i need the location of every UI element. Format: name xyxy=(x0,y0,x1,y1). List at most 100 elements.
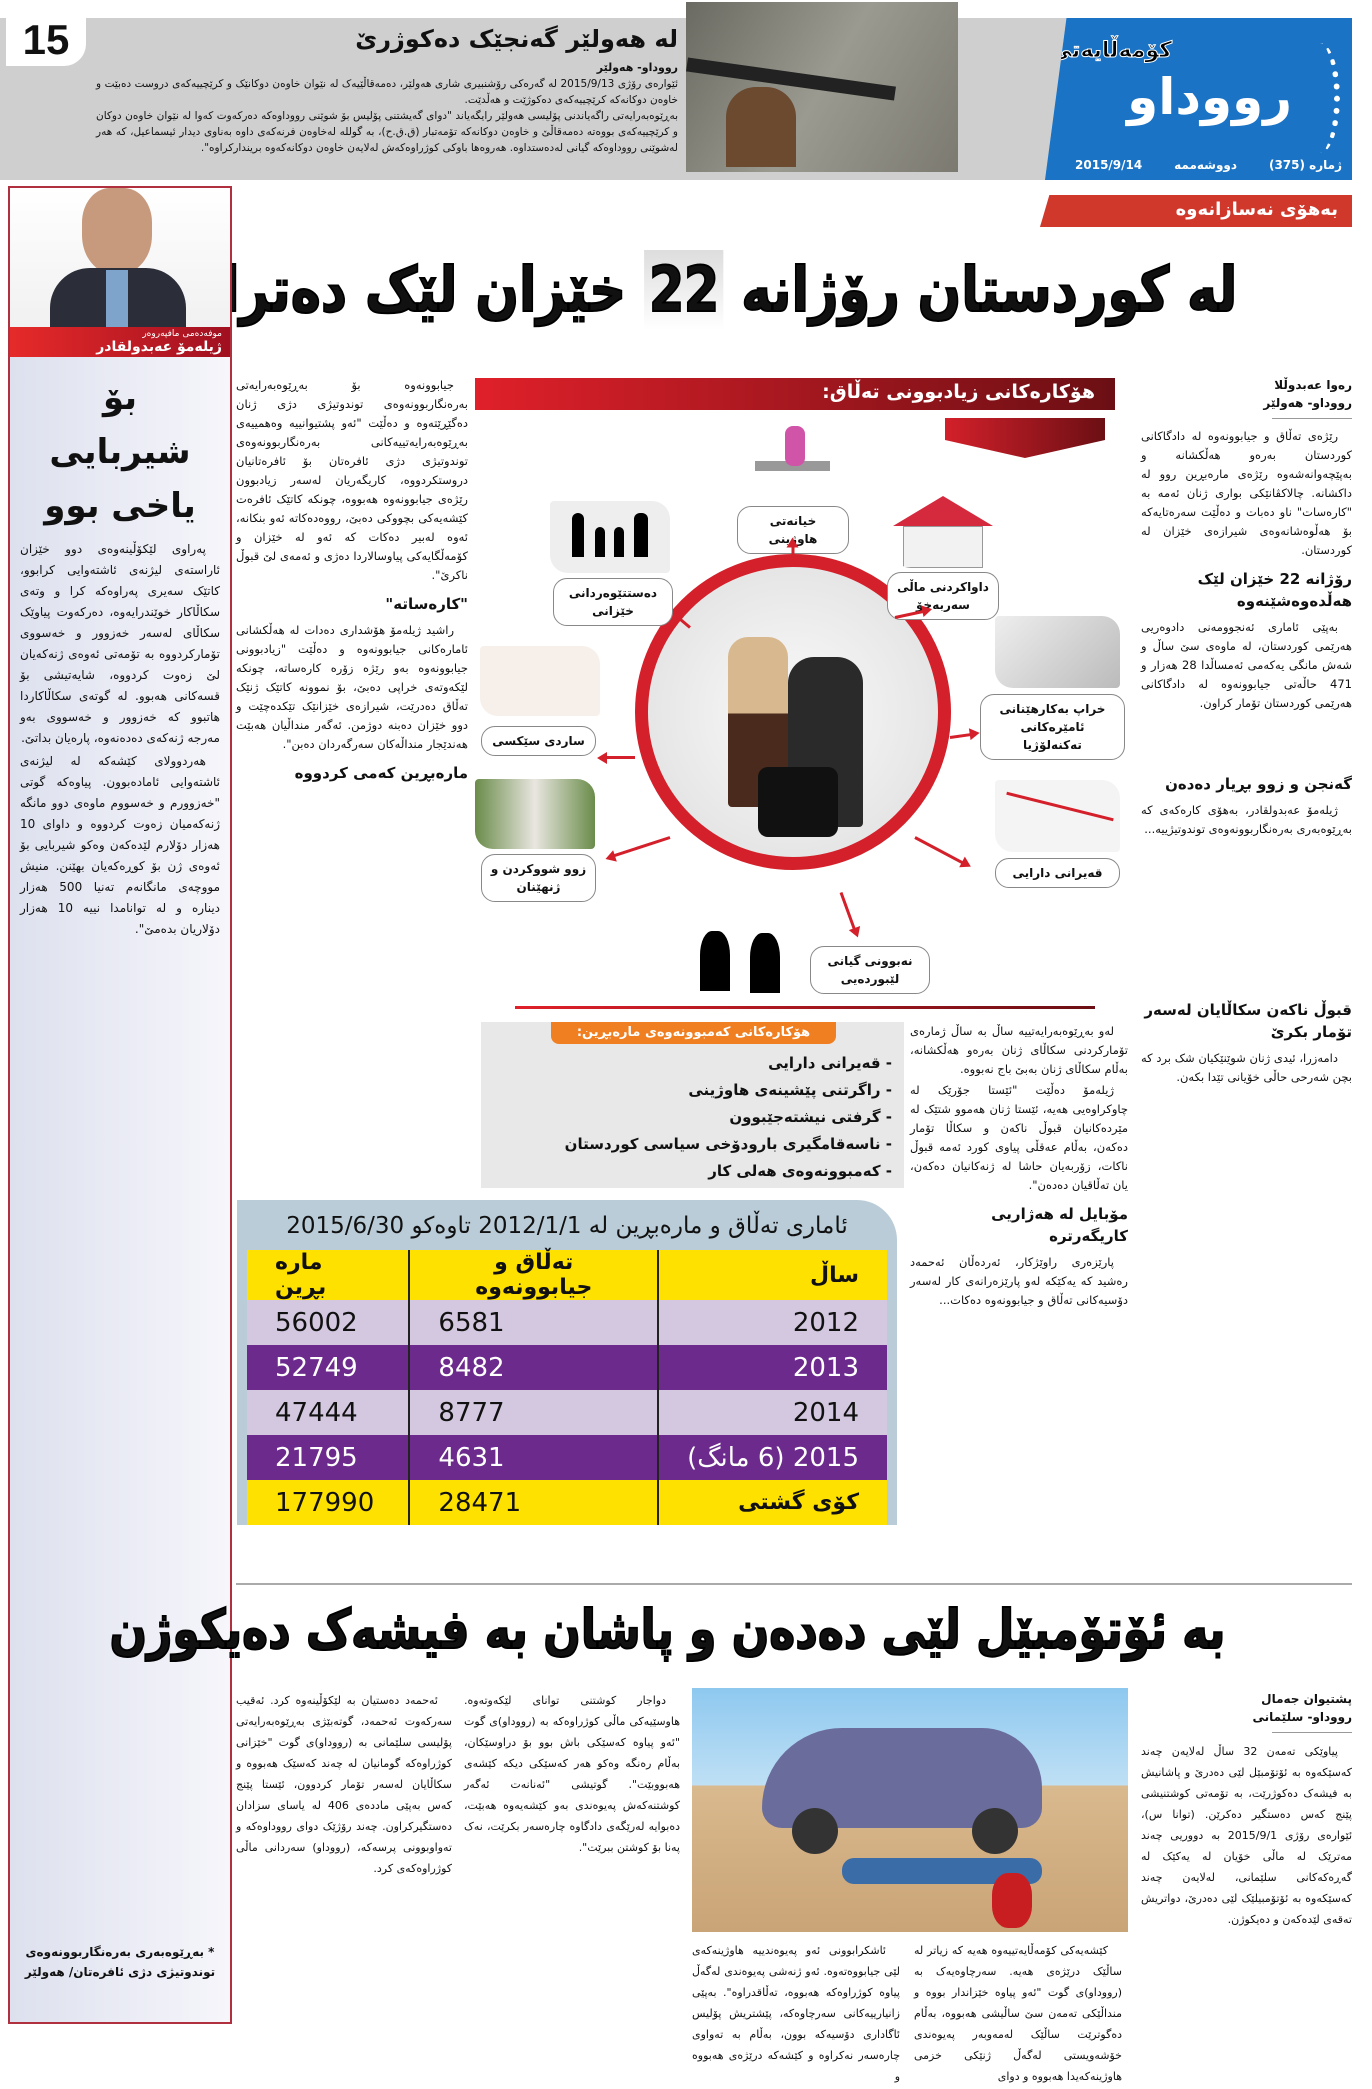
cheating-photo xyxy=(745,416,835,501)
page-number: 15 xyxy=(6,14,86,66)
bottom-byline: رووداو- سلێمانی xyxy=(1252,1710,1352,1724)
top-story-byline: رووداو- هەولێر xyxy=(596,61,678,74)
main-story-col-right: رەوا عەبدوڵلا رووداو- هەولێر رێژەی تەڵاق… xyxy=(1141,376,1352,1089)
subhead: مارەبڕین کەمی کردووە xyxy=(294,764,468,782)
issue-date: 2015/9/14 xyxy=(1075,158,1143,172)
cause-label: زوو شووکردن و ژنهێنان xyxy=(481,854,596,902)
author-tag: موفەدەمی مافپەروەر ژیلەمۆ عەبدولقادر xyxy=(10,327,230,357)
sexual-coldness-photo xyxy=(480,646,600,716)
early-marriage-photo xyxy=(475,779,595,849)
column-title: بۆ شیربایی یاخی بوو xyxy=(44,378,196,526)
bottom-col-5: ئەحمەد دەستیان بە لێکۆڵینەوە کرد. ئەقیب … xyxy=(236,1694,452,1875)
main-author: رەوا عەبدوڵلا xyxy=(1274,378,1352,392)
main-story-col-left: جیابوونەوە بۆ بەڕێوەبەرایەتی بەرەنگاربوو… xyxy=(236,376,468,790)
car-illustration xyxy=(692,1688,1128,1932)
gunman-photo xyxy=(686,2,958,172)
stats-table: ساڵ تەڵاق و جیابوونەوە مارە بڕین 2012 65… xyxy=(247,1250,887,1525)
phone-in-bed-photo xyxy=(995,616,1120,688)
kicker-text: بەهۆی نەسازانەوە xyxy=(1175,199,1338,220)
top-story: لە هەولێر گەنجێک دەکوژرێ رووداو- هەولێر … xyxy=(96,22,678,156)
headline-number: 22 xyxy=(644,250,724,330)
arrow-icon xyxy=(914,836,965,865)
subhead: گەنجن و زوو بڕیار دەدەن xyxy=(1165,775,1352,793)
paragraph: بەپێی ئاماری ئەنجوومەنی دادوەریی هەرێمی … xyxy=(1141,620,1352,710)
section-label: کۆمەڵایەتی xyxy=(1049,38,1172,64)
cause-label: خیانەتی هاوژینی xyxy=(737,506,849,554)
cause-label: ساردی سێکسی xyxy=(481,726,596,756)
top-story-title: لە هەولێر گەنجێک دەکوژرێ xyxy=(355,25,678,53)
bottom-col-2: کێشەیەکی کۆمەڵایەتییەوە هەیە کە زیاتر لە… xyxy=(914,1944,1122,2083)
arrow-icon xyxy=(612,836,671,858)
decline-reason: - کەمبوونەوەی هەلی کار xyxy=(708,1162,892,1180)
infographic-title-bar: هۆکارەکانی زیادبوونی تەڵاق: xyxy=(475,378,1115,410)
marriage-decline-box: هۆکارەکانی کەمبوونەوەی مارەبڕین: - قەیرا… xyxy=(481,1022,904,1188)
logo-rays-icon xyxy=(1300,43,1340,153)
paragraph: راشید ژیلەمۆ هۆشداری دەدات لە هەڵکشانی ئ… xyxy=(236,623,468,751)
financial-crisis-photo xyxy=(995,780,1120,852)
table-row: 2013 8482 52749 xyxy=(247,1345,887,1390)
column-header: مارە بڕین xyxy=(275,1250,327,1300)
infographic-pointer xyxy=(945,418,1105,458)
cause-label: نەبوونی گیانی لێبوردەیی xyxy=(810,946,930,994)
cause-label: داواکردنی ماڵی سەربەخۆ xyxy=(887,572,999,620)
column-footnote: * بەڕێوەبەری بەرەنگاربوونەوەی توندوتیژی … xyxy=(24,1945,216,1979)
arrow-icon xyxy=(791,545,795,556)
table-row: 2014 8777 47444 xyxy=(247,1390,887,1435)
marriage-decline-title: هۆکارەکانی کەمبوونەوەی مارەبڕین: xyxy=(551,1022,836,1044)
opinion-column: موفەدەمی مافپەروەر ژیلەمۆ عەبدولقادر بۆ … xyxy=(8,186,232,2024)
main-headline: لە کوردستان رۆژانە 22 خێزان لێک دەترازێن xyxy=(127,250,1355,336)
bottom-author: پشتیوان جەمال xyxy=(1261,1692,1352,1706)
stats-table-box: ئاماری تەڵاق و مارەبڕین لە 2012/1/1 تاوە… xyxy=(237,1200,897,1525)
main-byline: رووداو- هەولێر xyxy=(1263,396,1352,410)
arrow-icon xyxy=(949,732,972,739)
section-divider xyxy=(236,1583,1352,1585)
logo-box: کۆمەڵایەتی رووداو ژمارە (375) دووشەممە 2… xyxy=(1045,18,1352,180)
top-story-paragraph: بەڕێوەبەرایەتی راگەیاندنی پۆلیسی هەولێر … xyxy=(96,110,678,154)
bottom-headline: بە ئۆتۆمبێل لێی دەدەن و پاشان بە فیشەک د… xyxy=(109,1597,1227,1662)
column-header: تەڵاق و جیابوونەوە xyxy=(408,1250,659,1300)
paragraph: جیابوونەوە بۆ بەڕێوەبەرایەتی بەرەنگاربوو… xyxy=(236,378,468,582)
decline-reason: - راگرتنی پێشینەی هاوژینی xyxy=(688,1081,892,1099)
decline-reason: - قەیرانی دارایی xyxy=(768,1054,892,1072)
paragraph: پارێزەری راوێژکار، ئەردەڵان ئەحمەد رەشید… xyxy=(910,1255,1128,1307)
divorce-causes-infographic: هۆکارەکانی زیادبوونی تەڵاق: خیانەتی هاوژ… xyxy=(475,376,1128,1016)
issue-number: ژمارە (375) xyxy=(1268,158,1342,172)
stats-table-title: ئاماری تەڵاق و مارەبڕین لە 2012/1/1 تاوە… xyxy=(286,1213,848,1239)
bottom-col-1: پشتیوان جەمال رووداو- سلێمانی پیاوێکی تە… xyxy=(1141,1690,1352,1932)
cause-label: خراپ بەکارهێنانی ئامێرەکانی تەکنەلۆژیا xyxy=(980,694,1125,760)
main-intro: رێژەی تەڵاق و جیابوونەوە لە دادگاکانی کو… xyxy=(1141,429,1352,557)
top-story-paragraph: ئێوارەی رۆژی 2015/9/13 لە گەرەکی رۆشنبیر… xyxy=(96,78,678,106)
cause-label: دەستتێوەردانی خێزانی xyxy=(553,578,673,626)
main-story-col-mid: لەو بەڕێوەبەرایەتییە ساڵ بە ساڵ ژمارەی ت… xyxy=(910,1022,1128,1312)
subhead: مۆبایل لە هەژاریی کاریگەرترە xyxy=(991,1205,1128,1245)
column-paragraph: پەراوی لێکۆڵینەوەی دوو خێزان ئاراستەی لی… xyxy=(20,542,220,745)
bottom-col-4: دواجار کوشتنی توانای لێکەوتەوە. هاوسێیەک… xyxy=(464,1694,680,1854)
subhead: قبوڵ ناکەن سکاڵایان لەسەر تۆمار بکرێ xyxy=(1144,1001,1352,1041)
table-total-row: کۆی گشتی 28471 177990 xyxy=(247,1480,887,1525)
logo-wordmark: رووداو xyxy=(1127,68,1292,126)
paragraph: ژیلەمۆ دەڵێت "ئێستا جۆرێک لە چاوکراوەیی … xyxy=(910,1083,1128,1192)
column-paragraph: هەردوولای کێشەکە لە لیژنەی ئاشتەوایی ئام… xyxy=(20,754,220,936)
paragraph: لەو بەڕێوەبەرایەتییە ساڵ بە ساڵ ژمارەی ت… xyxy=(910,1024,1128,1076)
author-role: موفەدەمی مافپەروەر xyxy=(142,329,222,339)
bottom-col-3: ئاشکرابوونی ئەو پەیوەندییە هاوژینەکەی لێ… xyxy=(692,1944,900,2083)
paragraph: دامەزرا، ئیدی ژنان شوێنێکیان شک برد کە ب… xyxy=(1141,1051,1352,1084)
subhead: "کارەساتە" xyxy=(385,595,468,613)
weekday: دووشەممە xyxy=(1174,158,1238,172)
decline-reason: - ناسەقامگیری بارودۆخی سیاسی کوردستان xyxy=(564,1135,892,1153)
arrow-icon xyxy=(839,891,857,931)
house-photo xyxy=(893,496,993,568)
author-name: ژیلەمۆ عەبدولقادر xyxy=(96,339,222,355)
infographic-divider xyxy=(515,1006,1095,1009)
argument-silhouette-photo xyxy=(680,921,800,996)
subhead: رۆژانە 22 خێزان لێک هەڵدەوەشێنەوە xyxy=(1197,570,1352,610)
paragraph: پیاوێکی تەمەن 32 ساڵ لەلایەن چەند کەسێکە… xyxy=(1141,1745,1353,1926)
paragraph: ژیلەمۆ عەبدولقادر، بەهۆی کارەکەی کە بەڕێ… xyxy=(1141,803,1352,836)
family-split-photo xyxy=(550,501,670,573)
cause-label: قەیرانی دارایی xyxy=(995,858,1120,888)
decline-reason: - گرفتی نیشتەجێبوون xyxy=(729,1108,892,1126)
kicker-banner: بەهۆی نەسازانەوە xyxy=(1040,195,1352,227)
table-row: 2012 6581 56002 xyxy=(247,1300,887,1345)
column-header: ساڵ xyxy=(657,1250,887,1300)
arrow-icon xyxy=(605,756,635,759)
